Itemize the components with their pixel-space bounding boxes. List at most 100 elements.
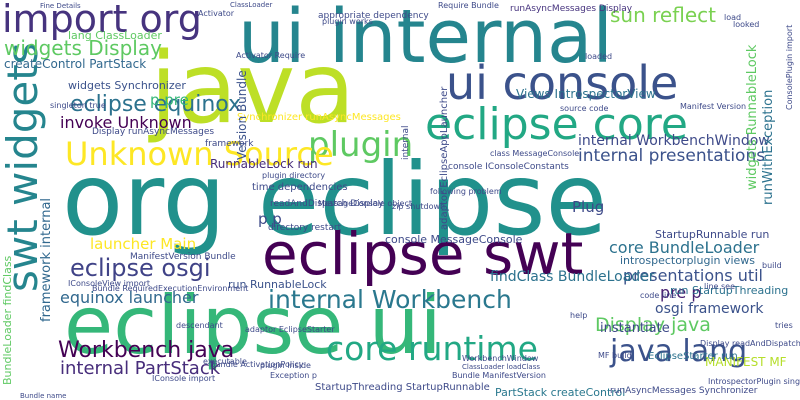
word-synchronizer-runasyncmessages: Synchronizer runAsyncMessages xyxy=(237,112,401,123)
word-views-introspectorview: Views IntrospectorView xyxy=(516,87,656,101)
word-swt-widgets: swt widgets xyxy=(0,42,47,292)
word-display-runasyncmessages: Display runAsyncMessages xyxy=(92,127,215,137)
word-runwithexception: runWithException xyxy=(761,89,776,205)
word-manifest-version: Manifest Version xyxy=(680,102,747,111)
word-bundleloader-findclass: BundleLoader findClass xyxy=(1,255,14,385)
word-plug: Plug xyxy=(572,198,605,216)
word-unknown-source: Unknown Source xyxy=(65,135,334,173)
word-equinox-launcher: equinox launcher xyxy=(60,288,199,307)
word-bundle-name: Bundle name xyxy=(20,392,67,400)
word-adaptor-eclipsestarter: adaptor EclipseStarter xyxy=(245,325,335,334)
word-class-messageconsole: class MessageConsole xyxy=(490,149,580,158)
word-framework-internal: framework internal xyxy=(39,197,54,322)
word-plugin-directory: plugin directory xyxy=(262,171,326,180)
word-iconsole-import: IConsole import xyxy=(152,374,216,383)
word-startupthreading-startuprunnable: StartupThreading StartupRunnable xyxy=(315,382,490,393)
word-introspectorplugin-views: introspectorplugin views xyxy=(620,254,756,267)
word-plugin-inside: plugin inside xyxy=(260,361,311,370)
word-internal-presentations: internal presentations xyxy=(578,146,766,166)
word-manifestversion-bundle: ManifestVersion Bundle xyxy=(130,252,236,262)
word-looked: looked xyxy=(733,20,760,29)
word-core-runtime: core runtime xyxy=(326,329,538,368)
word-executable: executable xyxy=(203,357,247,366)
word-import-org: import org xyxy=(2,0,202,41)
word-display-java: Display java xyxy=(595,314,711,336)
word-introspectorplugin-singleton: IntrospectorPlugin singleton xyxy=(708,377,800,386)
word-findclass-bundleloader: findClass BundleLoader xyxy=(490,269,655,285)
word-sun-reflect: sun reflect xyxy=(610,3,716,27)
word-activator-require: Activator Require xyxy=(236,51,306,60)
word-internal-partstack: internal PartStack xyxy=(60,358,221,379)
word-classloader: ClassLoader xyxy=(230,1,273,9)
word-build: build xyxy=(762,261,782,270)
word-ui-console: ui console xyxy=(446,56,679,110)
word-core-bundleloader: core BundleLoader xyxy=(609,238,760,257)
word-messageconsole-object: MessageConsole object xyxy=(318,199,413,208)
word-osgi-framework: osgi framework xyxy=(655,301,764,317)
word-run-runnablelock: run RunnableLock xyxy=(228,278,327,291)
word-workbench-java: Workbench java xyxy=(58,338,235,363)
word-console-messageconsole: console MessageConsole xyxy=(385,233,523,246)
word-lang-classloader: lang ClassLoader xyxy=(68,29,162,42)
word-org-eclipse: org eclipse xyxy=(62,141,607,258)
word-internal-vertical: internal xyxy=(401,125,411,160)
word-zip-shutdown: zip shutdown xyxy=(392,202,446,211)
word-mf-build: MF build xyxy=(598,351,632,360)
word-runnablelock-run: RunnableLock run xyxy=(210,157,318,171)
word-invoke-unknown: invoke Unknown xyxy=(60,113,192,132)
word-readanddispatch-display: readAndDispatch Display xyxy=(270,199,384,209)
word-directory-restart: directory restart xyxy=(268,223,342,233)
word-activator: Activator xyxy=(198,9,235,18)
word-iconsoleview-import: IConsoleView import xyxy=(68,279,151,288)
word-internal-workbench: internal Workbench xyxy=(268,285,512,314)
word-console-iconsoleconstants: console IConsoleConstants xyxy=(448,162,569,172)
word-plugin-works: plugin works xyxy=(322,17,373,26)
word-startuprunnable-run: StartupRunnable run xyxy=(655,228,770,241)
word-plugin: plugin xyxy=(308,125,414,165)
word-line-see: line see xyxy=(704,282,735,291)
word-bundle-activationpolicy: Bundle ActivationPolicy xyxy=(210,360,304,369)
word-p-p: p p xyxy=(258,210,282,228)
word-launcher-main: launcher Main xyxy=(90,235,197,253)
word-fine-details: Fine Details xyxy=(40,2,81,10)
word-widgets-runnablelock: widgets RunnableLock xyxy=(745,44,760,190)
word-ui-internal: ui internal xyxy=(238,0,613,80)
word-load: load xyxy=(724,13,742,22)
word-eclipse-swt: eclipse swt xyxy=(262,220,584,288)
word-classloader-loadclass: ClassLoader loadClass xyxy=(462,363,540,371)
word-bundle-manifestversion: Bundle ManifestVersion xyxy=(452,371,546,380)
word-pre-p: pre p xyxy=(660,283,702,302)
word-loaded: loaded xyxy=(585,52,613,61)
word-widgets-synchronizer: widgets Synchronizer xyxy=(68,79,186,92)
word-descendant: descendant xyxy=(176,321,223,330)
word-run-startupthreading: run StartupThreading xyxy=(670,284,789,297)
word-p-pre: p pre xyxy=(150,91,189,109)
word-exception-p: Exception p xyxy=(270,371,317,380)
word-internal-workbenchwindow: internal WorkbenchWindow xyxy=(578,133,770,149)
word-widgets-display: widgets Display xyxy=(4,36,162,60)
word-framework: framework xyxy=(205,139,254,149)
word-eclipsestarter-run: EclipseStarter run xyxy=(648,351,738,362)
word-tries: tries xyxy=(775,321,793,330)
word-createcontrol-partstack: createControl PartStack xyxy=(4,57,147,71)
word-runasyncmessages-display: runAsyncMessages Display xyxy=(510,4,633,14)
word-help: help xyxy=(570,311,588,320)
word-eclipse-equinox: eclipse equinox xyxy=(70,92,242,117)
word-require-bundle: Require Bundle xyxy=(438,1,499,10)
word-following-problem: following problem xyxy=(430,187,502,196)
word-appropriate-dependency: ConsolePlugin import xyxy=(785,24,794,110)
word-source-code: source code xyxy=(560,104,609,113)
word-eclipse-core: eclipse core xyxy=(425,99,688,150)
word-java-lang: java lang xyxy=(610,334,748,369)
word-instantiate: instantiate xyxy=(600,321,670,336)
word-eclipse-ui: eclipse ui xyxy=(64,279,442,372)
word-partstack-createcontrol: PartStack createControl xyxy=(495,386,626,399)
word-eclipse-osgi: eclipse osgi xyxy=(70,254,211,282)
word-code-line: code line xyxy=(640,291,677,300)
word-time-dependencies: time dependencies xyxy=(252,182,348,193)
word-consoleplugin-import: appropriate dependency xyxy=(318,11,429,21)
word-manifest-mf: MANIFEST MF xyxy=(705,355,787,369)
word-java: java xyxy=(150,32,356,146)
word-runasyncmessages-synchronizer: runAsyncMessages Synchronizer xyxy=(610,386,758,396)
